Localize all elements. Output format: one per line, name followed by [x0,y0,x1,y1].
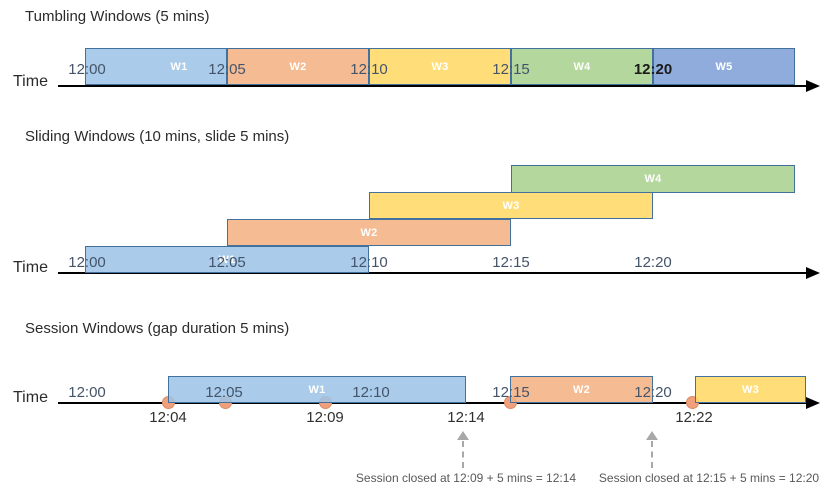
tumbling-axis-arrowhead-icon [806,80,820,92]
session-closed-annotation-2: Session closed at 12:15 + 5 mins = 12:20 [598,471,820,485]
sliding-window-w1: W1 [85,246,369,273]
tumbling-window-w3: W3 [369,48,511,85]
window-label: W3 [502,199,520,212]
sliding-tick-1220: 12:20 [634,254,672,271]
session-tick-1205: 12:05 [205,384,243,401]
event-time-label-1222: 12:22 [675,409,713,426]
tumbling-tick-1210: 12:10 [350,61,388,78]
session-time-axis-label: Time [13,389,48,406]
window-label: W1 [170,60,188,73]
sliding-tick-1215: 12:15 [492,254,530,271]
sliding-axis-arrowhead-icon [806,267,820,279]
tumbling-axis [58,85,806,87]
window-label: W4 [644,173,662,185]
tumbling-window-w4: W4 [511,48,653,85]
tumbling-tick-1220: 12:20 [633,61,673,78]
callout-arrow-stem-2 [651,441,653,468]
sliding-tick-1210: 12:10 [350,254,388,271]
session-window-w3: W3 [695,376,806,403]
sliding-axis [58,272,806,274]
session-tick-1220: 12:20 [634,384,672,401]
session-window-w2: W2 [510,376,653,403]
sliding-title: Sliding Windows (10 mins, slide 5 mins) [25,128,290,145]
sliding-tick-1200: 12:00 [68,254,106,271]
sliding-window-w4: W4 [511,165,795,193]
tumbling-window-w2: W2 [227,48,369,85]
tumbling-title: Tumbling Windows (5 mins) [25,8,210,25]
close-time-label-1214: 12:14 [447,409,485,426]
session-tick-1210: 12:10 [352,384,390,401]
callout-arrowhead-icon-2 [646,431,658,440]
callout-arrowhead-icon-1 [457,431,469,440]
event-time-label-1204: 12:04 [149,409,187,426]
session-tick-1215: 12:15 [492,384,530,401]
window-label: W2 [360,226,378,239]
callout-arrow-stem-1 [462,441,464,468]
window-label: W3 [431,60,449,73]
tumbling-tick-1200: 12:00 [68,61,106,78]
sliding-tick-1205: 12:05 [208,254,246,271]
sliding-window-w3: W3 [369,192,653,219]
window-label: W5 [715,60,733,73]
window-label: W2 [572,383,591,396]
tumbling-tick-1215: 12:15 [492,61,530,78]
sliding-time-axis-label: Time [13,259,48,276]
window-label: W1 [308,383,326,396]
session-tick-1200: 12:00 [68,384,106,401]
event-time-label-1209: 12:09 [306,409,344,426]
session-title: Session Windows (gap duration 5 mins) [25,320,290,337]
session-axis-arrowhead-icon [806,397,820,409]
tumbling-tick-1205: 12:05 [208,61,246,78]
window-label: W4 [573,60,591,73]
tumbling-window-w5: W5 [653,48,795,85]
sliding-window-w2: W2 [227,219,511,246]
session-window-w1: W1 [168,376,466,403]
tumbling-window-w1: W1 [85,48,227,85]
session-axis [58,402,806,404]
window-label: W1 [218,253,236,266]
tumbling-time-axis-label: Time [13,73,48,90]
window-label: W2 [289,60,307,73]
session-closed-annotation-1: Session closed at 12:09 + 5 mins = 12:14 [355,471,577,485]
window-label: W3 [741,383,760,396]
